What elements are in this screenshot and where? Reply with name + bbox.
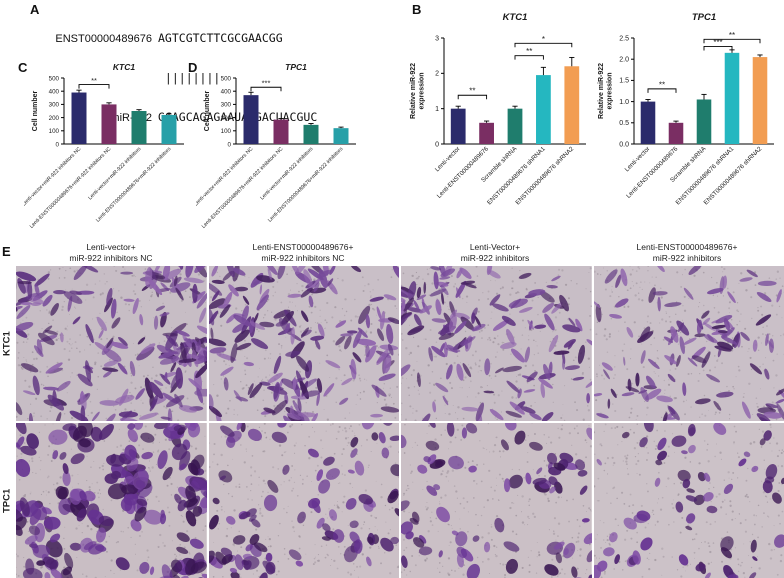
svg-text:ENST00000489676 shRNA1: ENST00000489676 shRNA1 <box>486 145 547 206</box>
svg-text:TPC1: TPC1 <box>285 62 307 72</box>
bar-chart-tpc1-mir922: TPC1 Relative miR-922 expression 0.0 0.5 1.0 1… <box>598 12 774 206</box>
micrograph-tpc1-col4 <box>593 423 784 578</box>
panel-label-d: D <box>188 60 198 75</box>
micrograph-tpc1-col3 <box>401 423 592 578</box>
micrograph-column-headers: Lenti-vector+ miR-922 inhibitors NC Lent… <box>16 242 782 263</box>
svg-text:1: 1 <box>435 106 439 113</box>
svg-text:KTC1: KTC1 <box>503 12 528 23</box>
svg-text:0.0: 0.0 <box>619 141 629 148</box>
bar-chart-ktc1-cell-number: KTC1 Cell number 0 100 200 300 400 500 Lenti-vec… <box>24 62 184 230</box>
micrograph-ktc1-col3 <box>401 266 592 421</box>
svg-text:expression: expression <box>607 73 614 110</box>
svg-text:400: 400 <box>49 89 60 96</box>
svg-text:500: 500 <box>49 75 60 82</box>
svg-text:**: ** <box>91 76 97 85</box>
column-header-4: Lenti-ENST00000489676+ miR-922 inhibitor… <box>636 242 738 263</box>
micrograph-ktc1-col4 <box>593 266 784 421</box>
svg-text:expression: expression <box>419 73 426 110</box>
svg-text:100: 100 <box>49 128 60 135</box>
svg-text:200: 200 <box>49 115 60 122</box>
bar-chart-ktc1-mir922: KTC1 Relative miR-922 expression 0 1 2 3 Lenti-… <box>410 12 586 206</box>
svg-text:Lenti-ENST00000489676: Lenti-ENST00000489676 <box>436 145 491 200</box>
svg-text:**: ** <box>729 31 735 40</box>
column-header-2: Lenti-ENST00000489676+ miR-922 inhibitor… <box>252 242 354 263</box>
micrograph-tpc1-col1 <box>16 423 207 578</box>
micrograph-ktc1-col2 <box>208 266 399 421</box>
svg-text:***: *** <box>713 38 722 47</box>
svg-text:300: 300 <box>221 102 232 109</box>
pairing-bars-row: |||||||| <box>52 72 317 85</box>
svg-text:Lenti-vector+miR-922 inhibitor: Lenti-vector+miR-922 inhibitors NC <box>24 146 83 208</box>
svg-text:Relative miR-922: Relative miR-922 <box>598 63 605 119</box>
sequence-alignment: ENST00000489676 AGTCGTCTTCGCGAACGG ||||||… <box>52 6 317 151</box>
svg-text:**: ** <box>526 47 532 56</box>
lncrna-sequence: AGTCGTCTTCGCGAACGG <box>158 31 283 45</box>
row-label-tpc1: TPC1 <box>1 488 13 513</box>
svg-text:0: 0 <box>56 141 60 148</box>
svg-text:ENST00000489676 shRNA1: ENST00000489676 shRNA1 <box>675 145 736 206</box>
svg-text:*: * <box>542 35 545 44</box>
svg-text:Lenti-vector: Lenti-vector <box>434 145 462 173</box>
svg-text:1.0: 1.0 <box>619 99 629 106</box>
svg-text:***: *** <box>262 79 271 88</box>
panel-label-a: A <box>30 2 40 17</box>
svg-text:3: 3 <box>435 35 439 42</box>
micrograph-ktc1-col1 <box>16 266 207 421</box>
svg-text:Cell number: Cell number <box>32 90 39 131</box>
micrograph-tpc1-col2 <box>208 423 399 578</box>
row-label-ktc1: KTC1 <box>1 331 13 356</box>
svg-text:300: 300 <box>49 102 60 109</box>
svg-text:400: 400 <box>221 89 232 96</box>
svg-text:100: 100 <box>221 128 232 135</box>
svg-text:Lenti-vector+miR-922 inhibitor: Lenti-vector+miR-922 inhibitors NC <box>196 146 255 208</box>
svg-text:TPC1: TPC1 <box>692 12 716 23</box>
svg-text:1.5: 1.5 <box>619 78 629 85</box>
micrograph-grid: KTC1 TPC1 <box>0 266 784 578</box>
base-pairing-bars: |||||||| <box>158 71 221 85</box>
svg-text:ENST00000489676 shRNA2: ENST00000489676 shRNA2 <box>514 145 575 206</box>
svg-text:**: ** <box>469 87 475 96</box>
svg-text:500: 500 <box>221 75 232 82</box>
svg-text:2.5: 2.5 <box>619 35 629 42</box>
expression-charts: KTC1 Relative miR-922 expression 0 1 2 3 Lenti-… <box>406 4 780 236</box>
svg-text:0.5: 0.5 <box>619 120 629 127</box>
svg-text:Lenti-vector+miR-922 inhibitor: Lenti-vector+miR-922 inhibitors <box>87 146 142 201</box>
bar-chart-tpc1-cell-number: TPC1 Cell number 0 100 200 300 400 500 Lenti-vec… <box>196 62 356 230</box>
svg-text:2.0: 2.0 <box>619 57 629 64</box>
svg-text:**: ** <box>659 80 665 89</box>
svg-text:2: 2 <box>435 71 439 78</box>
svg-text:Lenti-ENST00000489676: Lenti-ENST00000489676 <box>625 145 680 200</box>
svg-text:Lenti-vector: Lenti-vector <box>624 145 652 173</box>
lncrna-sequence-row: ENST00000489676 AGTCGTCTTCGCGAACGG <box>52 32 317 46</box>
svg-text:Cell number: Cell number <box>204 90 211 131</box>
svg-text:0: 0 <box>435 141 439 148</box>
svg-text:KTC1: KTC1 <box>113 62 135 72</box>
svg-text:ENST00000489676 shRNA2: ENST00000489676 shRNA2 <box>703 145 764 206</box>
panel-label-c: C <box>18 60 28 75</box>
svg-text:Relative miR-922: Relative miR-922 <box>410 63 417 119</box>
svg-text:Lenti-vector+miR-922 inhibitor: Lenti-vector+miR-922 inhibitors <box>259 146 314 201</box>
column-header-3: Lenti-Vector+ miR-922 inhibitors <box>460 242 530 263</box>
svg-text:200: 200 <box>221 115 232 122</box>
svg-text:0: 0 <box>228 141 232 148</box>
panel-label-e: E <box>2 244 11 259</box>
column-header-1: Lenti-vector+ miR-922 inhibitors NC <box>69 242 153 263</box>
lncrna-name: ENST00000489676 <box>55 33 152 45</box>
panel-label-b: B <box>412 2 422 17</box>
